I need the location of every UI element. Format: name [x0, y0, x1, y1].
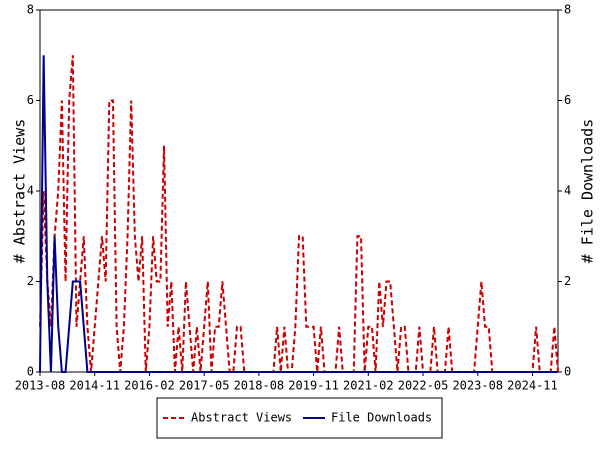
y-tick-label: 8: [27, 3, 34, 17]
y-tick-label: 0: [27, 365, 34, 379]
x-tick-label: 2019-11: [288, 379, 339, 393]
x-tick-label: 2023-08: [452, 379, 503, 393]
x-tick-label: 2017-05: [179, 379, 230, 393]
legend: [156, 397, 443, 439]
x-tick-label: 2014-11: [69, 379, 120, 393]
y-tick-label: 6: [27, 93, 34, 107]
y-axis-label: # Abstract Views: [11, 119, 29, 264]
series-line: [39, 55, 558, 373]
x-tick-label: 2013-08: [15, 379, 66, 393]
series-line: [39, 55, 559, 373]
y-tick-label: 2: [27, 274, 34, 288]
legend-label: Abstract Views: [191, 411, 292, 425]
x-tick-label: 2024-11: [507, 379, 558, 393]
y2-axis-label: # File Downloads: [579, 119, 597, 264]
x-tick-label: 2018-08: [234, 379, 285, 393]
legend-label: File Downloads: [331, 411, 432, 425]
y2-tick-label: 2: [564, 274, 571, 288]
plot-frame: [39, 9, 559, 373]
x-tick-label: 2021-02: [343, 379, 394, 393]
y2-tick-label: 6: [564, 93, 571, 107]
y2-tick-label: 4: [564, 184, 571, 198]
y-tick-label: 4: [27, 184, 34, 198]
y2-tick-label: 8: [564, 3, 571, 17]
x-tick-label: 2022-05: [398, 379, 449, 393]
x-tick-label: 2016-02: [124, 379, 175, 393]
y2-tick-label: 0: [564, 365, 571, 379]
